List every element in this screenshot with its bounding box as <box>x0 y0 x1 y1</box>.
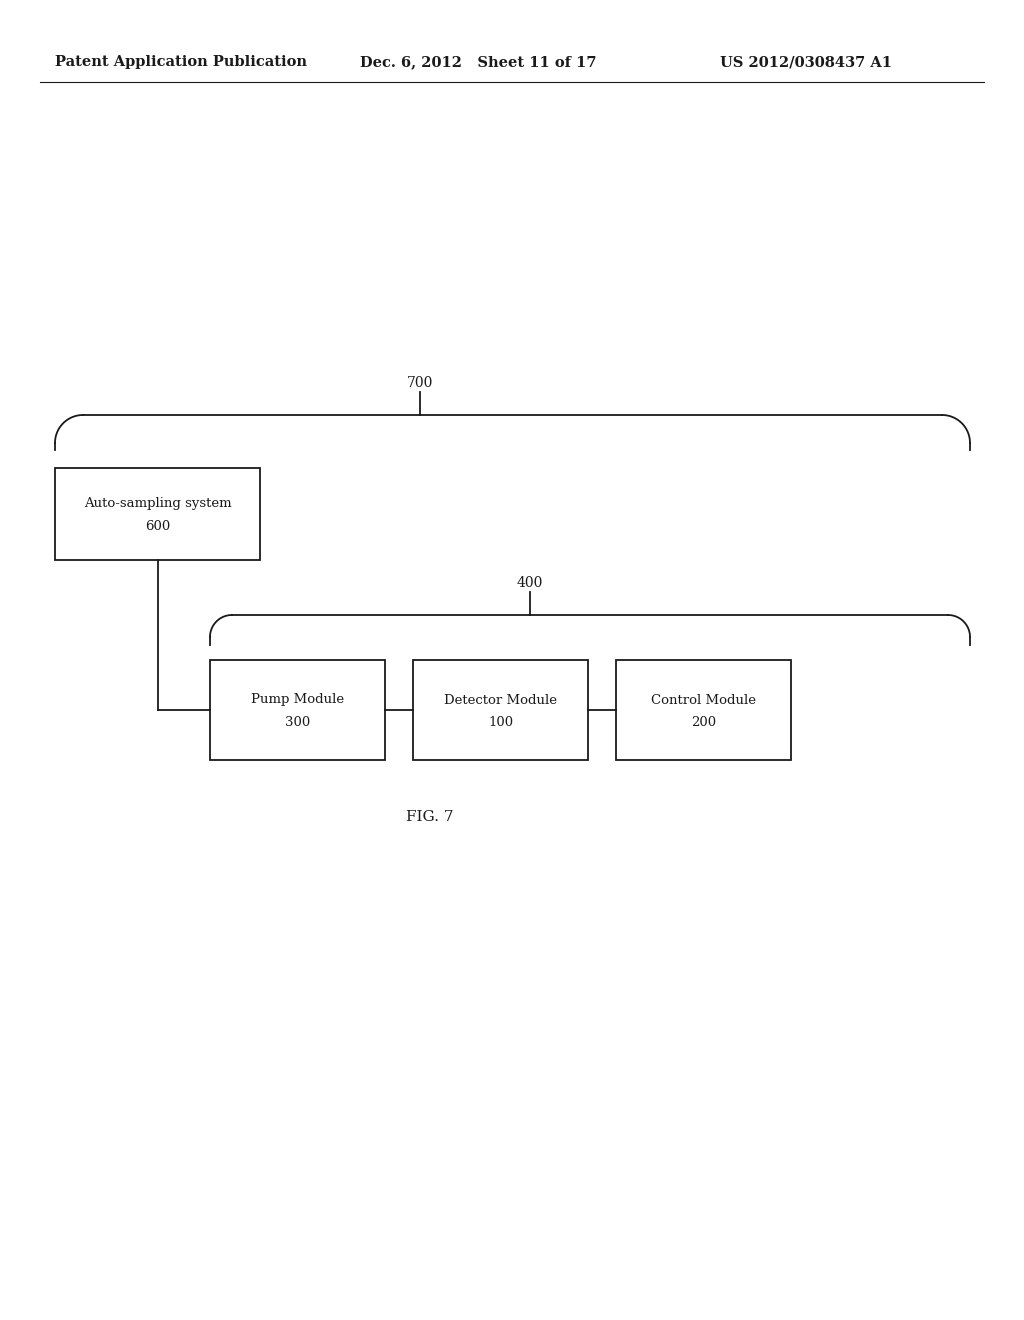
Text: 700: 700 <box>407 376 433 389</box>
Text: Auto-sampling system: Auto-sampling system <box>84 498 231 511</box>
Text: 300: 300 <box>285 715 310 729</box>
FancyBboxPatch shape <box>616 660 791 760</box>
Text: Control Module: Control Module <box>651 693 756 706</box>
Text: 600: 600 <box>144 520 170 532</box>
Text: 400: 400 <box>517 576 543 590</box>
Text: FIG. 7: FIG. 7 <box>407 810 454 824</box>
Text: 200: 200 <box>691 715 716 729</box>
Text: US 2012/0308437 A1: US 2012/0308437 A1 <box>720 55 892 69</box>
FancyBboxPatch shape <box>55 469 260 560</box>
Text: Pump Module: Pump Module <box>251 693 344 706</box>
Text: Detector Module: Detector Module <box>444 693 557 706</box>
FancyBboxPatch shape <box>210 660 385 760</box>
Text: 100: 100 <box>488 715 513 729</box>
FancyBboxPatch shape <box>413 660 588 760</box>
Text: Patent Application Publication: Patent Application Publication <box>55 55 307 69</box>
Text: Dec. 6, 2012   Sheet 11 of 17: Dec. 6, 2012 Sheet 11 of 17 <box>360 55 597 69</box>
